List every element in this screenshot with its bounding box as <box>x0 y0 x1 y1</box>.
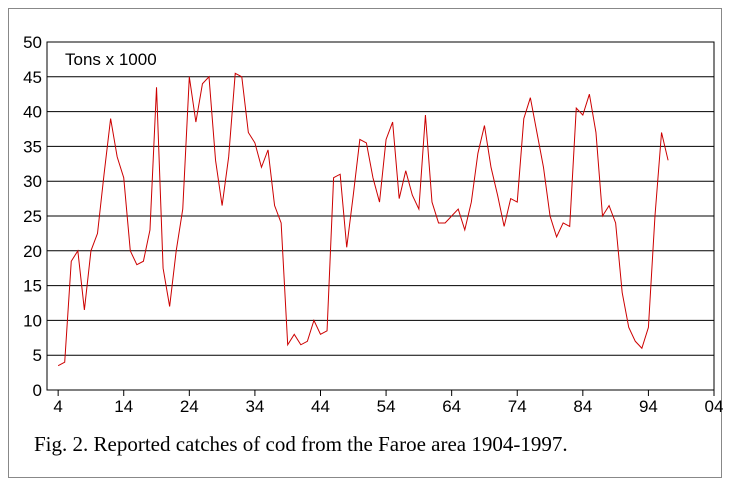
x-tick-label: 54 <box>377 397 396 416</box>
y-tick-label: 45 <box>23 68 42 87</box>
y-tick-label: 25 <box>23 207 42 226</box>
y-tick-label: 5 <box>33 346 42 365</box>
plot-area <box>46 41 715 391</box>
y-tick-label: 35 <box>23 137 42 156</box>
x-tick-label: 74 <box>508 397 527 416</box>
x-tick-label: 24 <box>180 397 199 416</box>
x-tick-label: 84 <box>573 397 592 416</box>
annotation: Tons x 1000 <box>65 50 157 69</box>
x-tick-label: 4 <box>53 397 62 416</box>
y-tick-label: 50 <box>23 33 42 52</box>
caption: Fig. 2. Reported catches of cod from the… <box>34 432 568 456</box>
x-tick-label: 44 <box>311 397 330 416</box>
y-tick-label: 40 <box>23 103 42 122</box>
x-tick-label: 14 <box>114 397 133 416</box>
x-tick-label: 04 <box>705 397 724 416</box>
x-tick-label: 64 <box>442 397 461 416</box>
y-tick-label: 30 <box>23 172 42 191</box>
x-tick-label: 34 <box>245 397 264 416</box>
data-line <box>57 72 669 367</box>
y-tick-label: 15 <box>23 277 42 296</box>
y-tick-label: 20 <box>23 242 42 261</box>
x-tick-label: 94 <box>639 397 658 416</box>
y-tick-label: 10 <box>23 311 42 330</box>
y-tick-label: 0 <box>33 381 42 400</box>
frame <box>8 8 722 478</box>
